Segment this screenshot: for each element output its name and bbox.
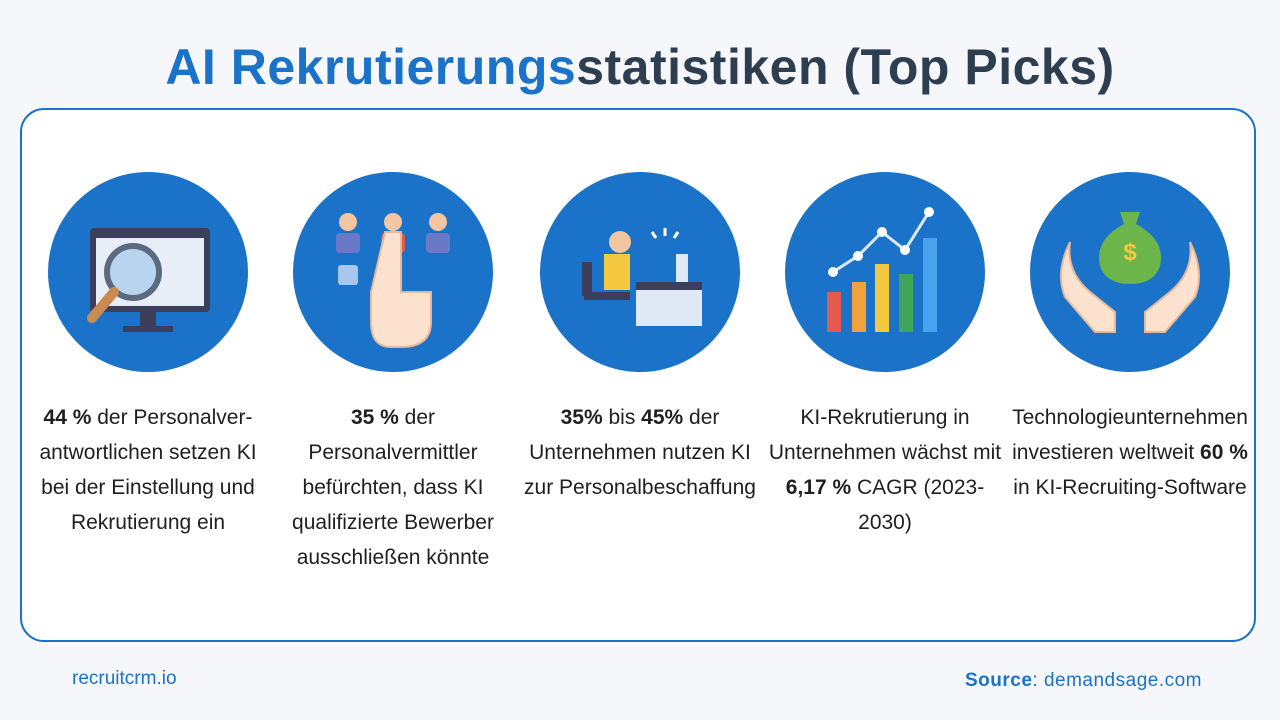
stat-card: 44 % der Personalver-antwortlichen setze…: [28, 172, 268, 540]
stat-figure: 6,17 %: [785, 476, 852, 499]
stat-text: KI-Rekrutierung in Unternehmen wächst mi…: [765, 400, 1005, 540]
source: Source: demandsage.com: [965, 670, 1202, 692]
icon-worker: [540, 172, 740, 372]
brand: recruitcrm.io: [72, 668, 177, 689]
stat-phrase: bis: [602, 406, 642, 429]
stat-card: KI-Rekrutierung in Unternehmen wächst mi…: [765, 172, 1005, 540]
stat-phrase: Technologieunternehmen investieren weltw…: [1012, 406, 1248, 464]
icon-search: [48, 172, 248, 372]
icon-growth: [785, 172, 985, 372]
stat-card: 35% bis 45% der Unternehmen nutzen KI zu…: [520, 172, 760, 505]
stat-text: 35% bis 45% der Unternehmen nutzen KI zu…: [520, 400, 760, 505]
stat-figure: 44 %: [43, 406, 92, 429]
stat-figure: 60 %: [1200, 441, 1248, 464]
source-text: : demandsage.com: [1032, 670, 1202, 691]
title-rest: statistiken (Top Picks): [576, 39, 1115, 95]
stat-figure: 45%: [641, 406, 684, 429]
stat-card: $ Technologieunternehmen investieren wel…: [1010, 172, 1250, 505]
stat-phrase: der Unternehmen nutzen KI zur Personalbe…: [524, 406, 756, 499]
title-highlight: AI Rekrutierungs: [165, 39, 577, 95]
stat-card: 35 % der Personalvermittler befürchten, …: [273, 172, 513, 575]
stat-phrase: der Personalver-antwortlichen setzen KI …: [39, 406, 257, 534]
stat-phrase: der Personalvermittler befürchten, dass …: [292, 406, 494, 569]
title: AI Rekrutierungsstatistiken (Top Picks): [0, 38, 1280, 96]
stat-text: 44 % der Personalver-antwortlichen setze…: [28, 400, 268, 540]
stat-figure: 35%: [560, 406, 603, 429]
stat-phrase: KI-Rekrutierung in Unternehmen wächst mi…: [768, 406, 1002, 464]
stat-phrase: CAGR (2023-2030): [851, 476, 985, 534]
source-label: Source: [964, 670, 1033, 691]
icon-money: $: [1030, 172, 1230, 372]
stat-phrase: in KI-Recruiting-Software: [1013, 476, 1247, 499]
stat-figure: 35 %: [350, 406, 399, 429]
icon-select: [293, 172, 493, 372]
svg-text:$: $: [1123, 239, 1137, 266]
stat-text: Technologieunternehmen investieren weltw…: [1010, 400, 1250, 505]
stat-text: 35 % der Personalvermittler befürchten, …: [273, 400, 513, 575]
